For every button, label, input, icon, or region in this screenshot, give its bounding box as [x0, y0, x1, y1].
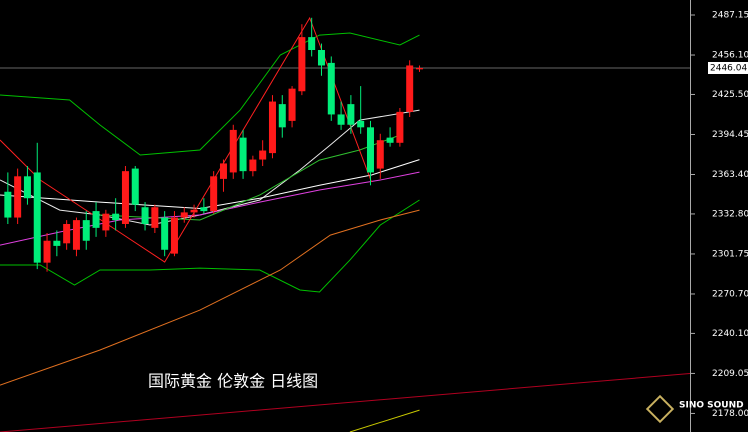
overlay-line: [0, 209, 420, 386]
y-tick-label: 2425.50: [712, 90, 748, 100]
logo-text: SINO SOUND: [679, 401, 744, 411]
axis-layer: 2487.15 2456.10 2425.50 2394.45 2363.40 2332.…: [690, 11, 748, 419]
candle-body: [347, 104, 355, 125]
overlay-line: [0, 159, 420, 210]
y-tick-label: 2394.45: [712, 130, 748, 140]
candle-body: [268, 101, 276, 154]
candle-body: [259, 150, 267, 160]
y-tick-label: 2363.40: [712, 170, 748, 180]
candle-body: [357, 120, 365, 128]
candle-body: [72, 220, 80, 250]
overlay-line: [0, 373, 691, 432]
candle-body: [23, 176, 31, 199]
candle-body: [229, 129, 237, 173]
candle-body: [33, 172, 41, 263]
candle-body: [337, 114, 345, 125]
overlay-line: [0, 32, 420, 156]
candle-body: [200, 207, 208, 212]
candle-body: [190, 209, 198, 213]
candle-body: [298, 37, 306, 92]
candle-body: [82, 220, 90, 241]
candle-body: [53, 240, 61, 246]
candle-body: [43, 240, 51, 263]
candle-body: [63, 223, 71, 244]
candle-body: [249, 159, 257, 172]
candle-body: [180, 212, 188, 218]
overlay-line: [99, 134, 401, 221]
candle-body: [14, 176, 22, 218]
candle-body: [121, 171, 129, 224]
candle-body: [317, 50, 325, 66]
y-tick-label: 2240.10: [712, 329, 748, 339]
candle-body: [239, 137, 247, 172]
y-tick-label: 2301.75: [712, 249, 748, 259]
plot-area: [0, 16, 691, 432]
y-tick-label: 2487.15: [712, 11, 748, 21]
candle-body: [210, 176, 218, 212]
y-tick-label: 2332.80: [712, 209, 748, 219]
candle-body: [376, 140, 384, 169]
y-tick-label: 2270.70: [712, 289, 748, 299]
chart-title: 国际黄金 伦敦金 日线图: [148, 372, 318, 391]
last-price-label: 2446.04: [710, 63, 747, 73]
candle-body: [219, 163, 227, 179]
candle-body: [4, 191, 12, 218]
logo: SINO SOUND: [645, 394, 744, 424]
candle-body: [102, 213, 110, 231]
candle-body: [327, 62, 335, 115]
logo-icon: [645, 394, 675, 424]
candle-body: [396, 111, 404, 143]
candle-body: [161, 217, 169, 250]
candle-body: [415, 68, 423, 70]
overlay-line: [349, 409, 420, 432]
candle-body: [151, 207, 159, 228]
candle-body: [112, 213, 120, 221]
candle-body: [406, 65, 414, 112]
y-tick-label: 2456.10: [712, 51, 748, 61]
last-price-box: [708, 61, 748, 74]
y-tick-label: 2178.00: [712, 409, 748, 419]
candle-body: [366, 127, 374, 173]
candle-body: [278, 104, 286, 128]
overlay-line: [0, 199, 420, 293]
candle-body: [308, 37, 316, 51]
y-tick-label: 2209.05: [712, 369, 748, 379]
candle-body: [92, 211, 100, 228]
candle-body: [386, 137, 394, 143]
candle-body: [131, 168, 139, 205]
candle-body: [288, 88, 296, 121]
candle-body: [141, 207, 149, 224]
candle-body: [170, 217, 178, 254]
